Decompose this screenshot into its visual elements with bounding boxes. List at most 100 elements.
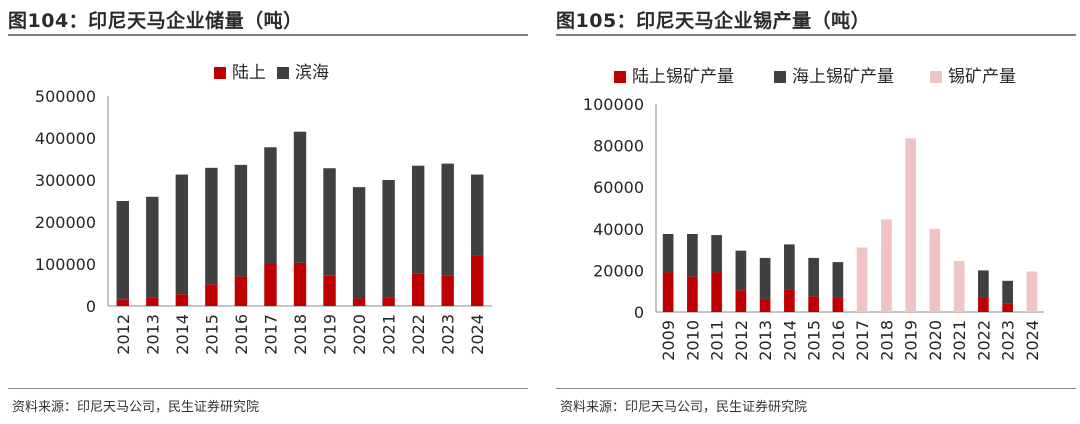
x-tick-label: 2023 (999, 320, 1018, 361)
x-tick-label: 2012 (732, 320, 751, 361)
y-tick-label: 80000 (593, 137, 644, 156)
bar-segment (441, 275, 454, 306)
x-tick-label: 2014 (173, 314, 192, 355)
title-rule (556, 34, 1076, 36)
bar-segment (808, 257, 819, 297)
legend-swatch (930, 71, 942, 83)
x-tick-label: 2016 (829, 320, 848, 361)
bar-segment (832, 297, 844, 312)
bar-segment (293, 131, 307, 263)
bar-segment (711, 235, 722, 273)
legend-swatch (214, 67, 226, 79)
production-chart: 0 20000 40000 60000 80000 100000 2009 2010 2011 2… (583, 67, 1044, 361)
x-tick-label: 2019 (321, 314, 340, 355)
x-tick-label: 2018 (291, 314, 310, 355)
bar-segment (175, 294, 189, 306)
source-note: 资料来源：印尼天马公司，民生证券研究院 (12, 400, 260, 415)
bar-segment (832, 262, 844, 298)
bar-segment (735, 250, 747, 291)
x-tick-label: 2016 (232, 314, 251, 355)
x-tick-label: 2023 (439, 314, 458, 355)
chart-title: 图104：印尼天马企业储量（吨） (8, 10, 303, 32)
bar-segment (323, 275, 336, 306)
bar-segment (856, 247, 868, 312)
bar-segment (662, 272, 674, 312)
chart-panel-production: 图105：印尼天马企业锡产量（吨） 0 20000 40000 60000 80000 1… (548, 0, 1080, 424)
bar-segment (264, 147, 277, 264)
bar-segment (759, 299, 771, 312)
bar-segment (116, 299, 129, 306)
x-tick-label: 2022 (974, 320, 993, 361)
x-tick-label: 2021 (380, 314, 399, 355)
bar-segment (441, 163, 454, 276)
legend-swatch (614, 71, 626, 83)
bar-segment (323, 168, 336, 276)
y-tick-label: 0 (634, 303, 644, 322)
bar-segment (1026, 271, 1038, 312)
x-tick-label: 2011 (708, 320, 727, 361)
x-tick-label: 2024 (468, 314, 487, 355)
footer-rule (8, 388, 528, 389)
legend-label: 海上锡矿产量 (792, 67, 894, 87)
bar-segment (471, 174, 484, 256)
bar-segment (735, 290, 747, 312)
bar-segment (205, 167, 218, 285)
y-tick-label: 0 (86, 297, 96, 316)
bar-segment (116, 201, 129, 300)
chart-panel-reserves: 图104：印尼天马企业储量（吨） 0 100000 200000 300000 4000… (8, 10, 528, 415)
bar-segment (687, 234, 698, 277)
bar-segment (1002, 280, 1013, 304)
bar-segment (382, 297, 395, 306)
x-tick-label: 2017 (853, 320, 872, 361)
bar-segment (234, 164, 248, 277)
bar-segment (471, 255, 484, 306)
y-tick-label: 200000 (35, 213, 96, 232)
y-tick-label: 400000 (35, 129, 96, 148)
bar-segment (382, 180, 395, 298)
chart-title: 图105：印尼天马企业锡产量（吨） (556, 10, 871, 32)
x-tick-label: 2010 (683, 320, 702, 361)
bar-segment (978, 297, 989, 312)
x-tick-label: 2021 (950, 320, 969, 361)
bar-segment (352, 187, 366, 299)
bar-segment (293, 262, 307, 306)
x-tick-label: 2020 (926, 320, 945, 361)
x-tick-label: 2013 (756, 320, 775, 361)
x-tick-label: 2013 (143, 314, 162, 355)
bar-segment (411, 273, 425, 306)
bar-segment (711, 272, 722, 312)
y-tick-label: 500000 (35, 87, 96, 106)
x-tick-label: 2015 (805, 320, 824, 361)
x-tick-label: 2019 (902, 320, 921, 361)
legend-swatch (774, 71, 786, 83)
bar-segment (881, 219, 892, 312)
y-tick-label: 100000 (583, 95, 644, 114)
bar-segment (929, 228, 941, 312)
title-rule (8, 34, 528, 36)
bar-segment (978, 270, 989, 298)
y-tick-label: 40000 (593, 220, 644, 239)
bar-segment (1002, 303, 1013, 312)
legend-label: 陆上锡矿产量 (632, 67, 734, 87)
x-tick-label: 2017 (261, 314, 280, 355)
bar-segment (759, 257, 771, 300)
bar-segment (234, 276, 248, 306)
y-tick-label: 100000 (35, 255, 96, 274)
x-tick-label: 2015 (202, 314, 221, 355)
x-tick-label: 2018 (877, 320, 896, 361)
legend-swatch (277, 67, 289, 79)
legend-label: 锡矿产量 (948, 67, 1016, 87)
bar-segment (411, 165, 425, 274)
footer-rule (556, 388, 1076, 389)
x-tick-label: 2022 (409, 314, 428, 355)
bar-segment (205, 284, 218, 306)
legend-label: 陆上 (232, 63, 266, 83)
reserves-chart: 0 100000 200000 300000 400000 500000 2012 2013 2… (35, 63, 492, 355)
x-tick-label: 2024 (1023, 320, 1042, 361)
bar-segment (146, 196, 159, 298)
x-tick-label: 2012 (114, 314, 133, 355)
y-tick-label: 20000 (593, 261, 644, 280)
bar-segment (146, 297, 159, 306)
source-note: 资料来源：印尼天马公司，民生证券研究院 (560, 400, 808, 415)
bar-segment (687, 276, 698, 312)
